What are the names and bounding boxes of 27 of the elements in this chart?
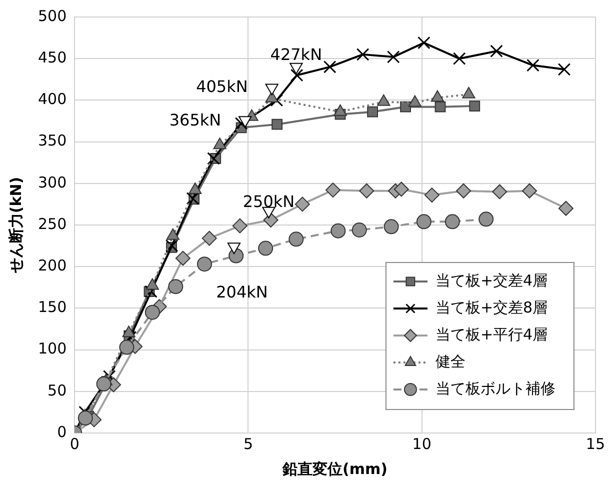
y-tick-label: 100 bbox=[38, 340, 67, 358]
annotation: 427kN bbox=[270, 44, 322, 64]
y-tick-label: 250 bbox=[38, 214, 67, 233]
annotation: 204kN bbox=[216, 282, 268, 302]
x-axis-title: 鉛直変位(mm) bbox=[282, 460, 388, 478]
x-tick-label: 10 bbox=[412, 434, 432, 453]
y-tick-label: 400 bbox=[38, 90, 67, 108]
y-axis-title: せん断力(kN) bbox=[6, 176, 25, 274]
y-tick-label: 300 bbox=[38, 173, 67, 192]
x-tick-label: 5 bbox=[243, 434, 254, 453]
legend-label: 当て板+平行4層 bbox=[435, 325, 548, 344]
annotation: 250kN bbox=[242, 192, 295, 212]
y-tick-label: 150 bbox=[38, 298, 67, 316]
legend-label: 当て板+交差8層 bbox=[435, 298, 548, 316]
y-tick-label: 200 bbox=[38, 256, 67, 274]
annotation: 405kN bbox=[196, 77, 248, 96]
legend-label: 当て板+交差4層 bbox=[435, 271, 548, 290]
y-tick-label: 350 bbox=[38, 132, 67, 150]
annotation: 365kN bbox=[169, 110, 222, 130]
y-tick-label: 50 bbox=[48, 381, 67, 400]
legend-label: 当て板ボルト補修 bbox=[435, 379, 556, 398]
y-tick-label: 0 bbox=[57, 422, 67, 441]
x-tick-label: 0 bbox=[70, 434, 80, 453]
y-tick-label: 500 bbox=[38, 6, 67, 25]
x-tick-label: 15 bbox=[586, 434, 606, 453]
y-tick-label: 450 bbox=[38, 48, 67, 66]
legend-label: 健全 bbox=[435, 352, 466, 370]
